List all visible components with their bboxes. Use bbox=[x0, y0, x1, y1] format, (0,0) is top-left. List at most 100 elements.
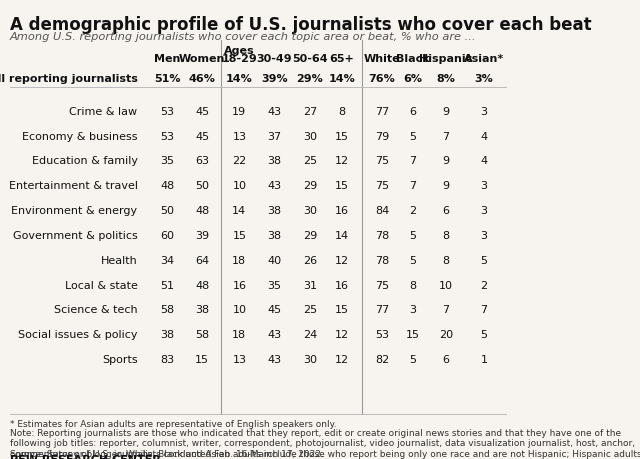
Text: 15: 15 bbox=[335, 181, 349, 191]
Text: 7: 7 bbox=[442, 305, 450, 315]
Text: 8: 8 bbox=[442, 255, 450, 265]
Text: 75: 75 bbox=[375, 280, 389, 290]
Text: 53: 53 bbox=[375, 330, 389, 340]
Text: 5: 5 bbox=[481, 330, 487, 340]
Text: 8%: 8% bbox=[436, 73, 456, 84]
Text: 14%: 14% bbox=[226, 73, 253, 84]
Text: 16: 16 bbox=[335, 280, 349, 290]
Text: 1: 1 bbox=[481, 354, 487, 364]
Text: 6%: 6% bbox=[403, 73, 422, 84]
Text: 51: 51 bbox=[161, 280, 175, 290]
Text: 40: 40 bbox=[268, 255, 282, 265]
Text: 65+: 65+ bbox=[330, 54, 354, 64]
Text: 3: 3 bbox=[481, 206, 487, 216]
Text: 63: 63 bbox=[195, 156, 209, 166]
Text: 84: 84 bbox=[375, 206, 389, 216]
Text: 8: 8 bbox=[338, 106, 346, 117]
Text: 7: 7 bbox=[442, 131, 450, 141]
Text: 14%: 14% bbox=[328, 73, 355, 84]
Text: 38: 38 bbox=[161, 330, 175, 340]
Text: 5: 5 bbox=[410, 354, 416, 364]
Text: 8: 8 bbox=[442, 230, 450, 241]
Text: 38: 38 bbox=[268, 206, 282, 216]
Text: 48: 48 bbox=[161, 181, 175, 191]
Text: 43: 43 bbox=[268, 354, 282, 364]
Text: 83: 83 bbox=[161, 354, 175, 364]
Text: 3%: 3% bbox=[474, 73, 493, 84]
Text: 64: 64 bbox=[195, 255, 209, 265]
Text: 43: 43 bbox=[268, 106, 282, 117]
Text: White: White bbox=[364, 54, 401, 64]
Text: 25: 25 bbox=[303, 156, 317, 166]
Text: 78: 78 bbox=[375, 230, 389, 241]
Text: 5: 5 bbox=[410, 131, 416, 141]
Text: Health: Health bbox=[101, 255, 138, 265]
Text: 2: 2 bbox=[480, 280, 488, 290]
Text: 5: 5 bbox=[481, 255, 487, 265]
Text: 7: 7 bbox=[409, 156, 417, 166]
Text: 8: 8 bbox=[409, 280, 417, 290]
Text: 35: 35 bbox=[161, 156, 175, 166]
Text: 29: 29 bbox=[303, 181, 317, 191]
Text: Black: Black bbox=[396, 54, 429, 64]
Text: 3: 3 bbox=[481, 106, 487, 117]
Text: 15: 15 bbox=[406, 330, 420, 340]
Text: 51%: 51% bbox=[154, 73, 181, 84]
Text: 9: 9 bbox=[442, 156, 450, 166]
Text: 16: 16 bbox=[335, 206, 349, 216]
Text: 12: 12 bbox=[335, 354, 349, 364]
Text: 9: 9 bbox=[442, 106, 450, 117]
Text: 20: 20 bbox=[439, 330, 453, 340]
Text: Science & tech: Science & tech bbox=[54, 305, 138, 315]
Text: 6: 6 bbox=[443, 354, 449, 364]
Text: 30: 30 bbox=[303, 206, 317, 216]
Text: 15: 15 bbox=[232, 230, 246, 241]
Text: 58: 58 bbox=[161, 305, 175, 315]
Text: 10: 10 bbox=[439, 280, 453, 290]
Text: Among U.S. reporting journalists who cover each topic area or beat, % who are ..: Among U.S. reporting journalists who cov… bbox=[10, 32, 476, 42]
Text: 77: 77 bbox=[375, 106, 389, 117]
Text: 38: 38 bbox=[268, 156, 282, 166]
Text: 27: 27 bbox=[303, 106, 317, 117]
Text: 58: 58 bbox=[195, 330, 209, 340]
Text: 7: 7 bbox=[480, 305, 488, 315]
Text: 15: 15 bbox=[335, 131, 349, 141]
Text: Social issues & policy: Social issues & policy bbox=[18, 330, 138, 340]
Text: 13: 13 bbox=[232, 131, 246, 141]
Text: 10: 10 bbox=[232, 305, 246, 315]
Text: Note: Reporting journalists are those who indicated that they report, edit or cr: Note: Reporting journalists are those wh… bbox=[10, 428, 640, 459]
Text: 75: 75 bbox=[375, 156, 389, 166]
Text: 79: 79 bbox=[375, 131, 389, 141]
Text: 19: 19 bbox=[232, 106, 246, 117]
Text: 5: 5 bbox=[410, 255, 416, 265]
Text: 39%: 39% bbox=[261, 73, 288, 84]
Text: 14: 14 bbox=[232, 206, 246, 216]
Text: 24: 24 bbox=[303, 330, 317, 340]
Text: 22: 22 bbox=[232, 156, 246, 166]
Text: 3: 3 bbox=[410, 305, 416, 315]
Text: 12: 12 bbox=[335, 156, 349, 166]
Text: 14: 14 bbox=[335, 230, 349, 241]
Text: 10: 10 bbox=[232, 181, 246, 191]
Text: 15: 15 bbox=[335, 305, 349, 315]
Text: 3: 3 bbox=[481, 230, 487, 241]
Text: 53: 53 bbox=[161, 106, 175, 117]
Text: 50: 50 bbox=[161, 206, 175, 216]
Text: 50-64: 50-64 bbox=[292, 54, 328, 64]
Text: 3: 3 bbox=[481, 181, 487, 191]
Text: 2: 2 bbox=[409, 206, 417, 216]
Text: Men: Men bbox=[154, 54, 181, 64]
Text: 38: 38 bbox=[268, 230, 282, 241]
Text: Environment & energy: Environment & energy bbox=[12, 206, 138, 216]
Text: 45: 45 bbox=[195, 131, 209, 141]
Text: 26: 26 bbox=[303, 255, 317, 265]
Text: 48: 48 bbox=[195, 206, 209, 216]
Text: 43: 43 bbox=[268, 181, 282, 191]
Text: 75: 75 bbox=[375, 181, 389, 191]
Text: Economy & business: Economy & business bbox=[22, 131, 138, 141]
Text: 82: 82 bbox=[375, 354, 389, 364]
Text: 25: 25 bbox=[303, 305, 317, 315]
Text: 38: 38 bbox=[195, 305, 209, 315]
Text: 13: 13 bbox=[232, 354, 246, 364]
Text: 18: 18 bbox=[232, 255, 246, 265]
